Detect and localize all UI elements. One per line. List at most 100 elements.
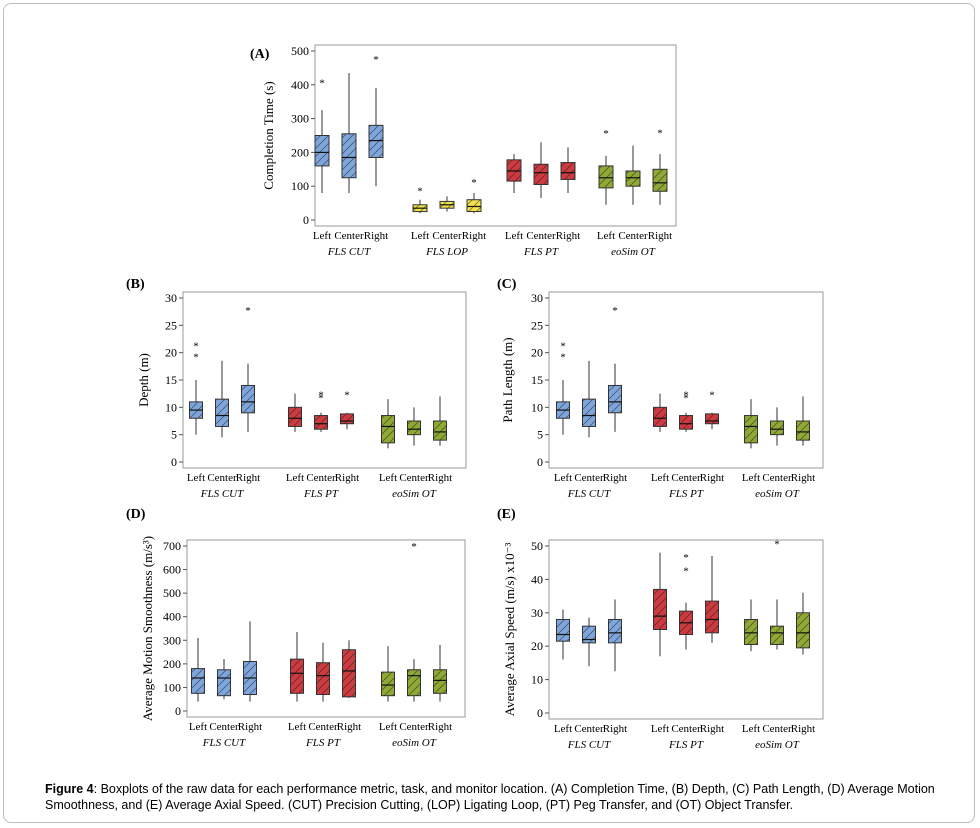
x-tick-label: Right (603, 472, 627, 484)
x-tick-label: Left (286, 472, 304, 484)
box-left (506, 154, 522, 193)
y-tick-label: 0 (175, 704, 181, 718)
box-left (653, 393, 667, 432)
x-tick-label: Left (505, 230, 523, 242)
box-left (556, 609, 570, 660)
box-right (243, 621, 257, 702)
group-eosim-ot: * Left Center * Right eoSim OT (597, 127, 672, 258)
outlier-point: * (603, 128, 609, 140)
box-iqr (433, 669, 447, 694)
plot-frame (186, 539, 466, 718)
x-tick-label: Center (762, 723, 792, 735)
box-center (316, 642, 330, 702)
outlier-point: * (373, 54, 379, 66)
outlier-point: * (319, 77, 325, 89)
y-tick-label: 40 (531, 572, 543, 586)
x-tick-label: Left (411, 230, 429, 242)
outlier-point: * (471, 177, 477, 189)
x-tick-label: Left (189, 721, 207, 733)
x-tick-label: Right (648, 230, 672, 242)
y-axis-label: Path Length (m) (500, 337, 515, 422)
box-left (653, 552, 667, 657)
y-axis-label: Average Motion Smoothness (m/s³) (140, 536, 155, 721)
box-right (433, 645, 447, 702)
outlier-point: * (657, 127, 663, 139)
y-tick-label: 500 (163, 586, 181, 600)
outlier-point: * (318, 390, 324, 402)
group-eosim-ot: Left * Center Right eoSim OT (742, 539, 815, 751)
box-iqr (316, 662, 330, 696)
group-label: FLS PT (523, 246, 559, 258)
box-center (215, 360, 229, 438)
outlier-point: * (683, 390, 689, 402)
box-center: * (407, 541, 421, 702)
box-left: * (412, 186, 428, 214)
panel-d: (D) 0 100 200 300 400 500 600 700 Average Motion … (126, 507, 466, 749)
group-label: FLS CUT (327, 246, 371, 258)
box-iqr (796, 612, 810, 649)
x-tick-label: Center (209, 721, 239, 733)
box-iqr (341, 133, 357, 179)
x-tick-label: Center (207, 472, 237, 484)
box-right (796, 592, 810, 655)
x-tick-label: Center (334, 230, 364, 242)
outlier-point: * (774, 539, 780, 551)
box-iqr (407, 420, 421, 436)
x-tick-label: Left (651, 723, 669, 735)
box-iqr (191, 668, 205, 694)
y-tick-label: 200 (163, 657, 181, 671)
x-tick-label: Center (308, 721, 338, 733)
group-label: eoSim OT (392, 488, 437, 500)
x-tick-label: Right (700, 723, 724, 735)
outlier-point: * (344, 390, 350, 402)
group-label: eoSim OT (611, 246, 656, 258)
x-tick-label: Center (399, 721, 429, 733)
x-tick-label: Right (335, 472, 359, 484)
plot-frame (548, 539, 824, 720)
y-tick-label: 50 (531, 539, 543, 553)
box-iqr (625, 170, 641, 187)
x-tick-label: Right (603, 723, 627, 735)
box-right (705, 556, 719, 643)
group-label: FLS CUT (567, 488, 611, 500)
box-left: ** (556, 340, 570, 435)
x-tick-label: Right (462, 230, 486, 242)
box-center: ** (679, 390, 693, 432)
x-tick-label: Center (618, 230, 648, 242)
group-label: FLS PT (305, 737, 341, 749)
y-tick-label: 30 (531, 291, 543, 305)
y-tick-label: 0 (537, 706, 543, 720)
group-label: FLS LOP (425, 246, 468, 258)
group-fls-lop: * Left Center * Right FLS LOP (411, 177, 486, 258)
y-tick-label: 30 (531, 606, 543, 620)
box-iqr (608, 618, 622, 644)
y-tick-label: 0 (537, 455, 543, 469)
y-tick-label: 10 (165, 400, 177, 414)
y-tick-label: 600 (163, 563, 181, 577)
box-center (582, 360, 596, 438)
box-left (744, 599, 758, 652)
x-tick-label: Right (364, 230, 388, 242)
box-center (533, 142, 549, 199)
box-iqr (653, 406, 667, 427)
box-iqr (533, 163, 549, 186)
box-iqr (288, 406, 302, 427)
group-eosim-ot: Left Center Right eoSim OT (379, 396, 452, 500)
group-label: FLS PT (668, 488, 704, 500)
box-iqr (290, 658, 304, 694)
box-left: * (598, 128, 614, 205)
box-left (381, 646, 395, 702)
box-left (744, 399, 758, 449)
box-iqr (217, 669, 231, 697)
outlier-point: * (560, 340, 566, 352)
x-tick-label: Right (556, 230, 580, 242)
x-tick-label: Right (791, 472, 815, 484)
y-axis-label: Average Axial Speed (m/s) x10⁻³ (502, 543, 517, 717)
box-iqr (368, 124, 384, 158)
box-iqr (608, 384, 622, 414)
box-right: * (652, 127, 668, 205)
box-left (290, 632, 304, 702)
y-axis-label: Completion Time (s) (261, 81, 276, 189)
